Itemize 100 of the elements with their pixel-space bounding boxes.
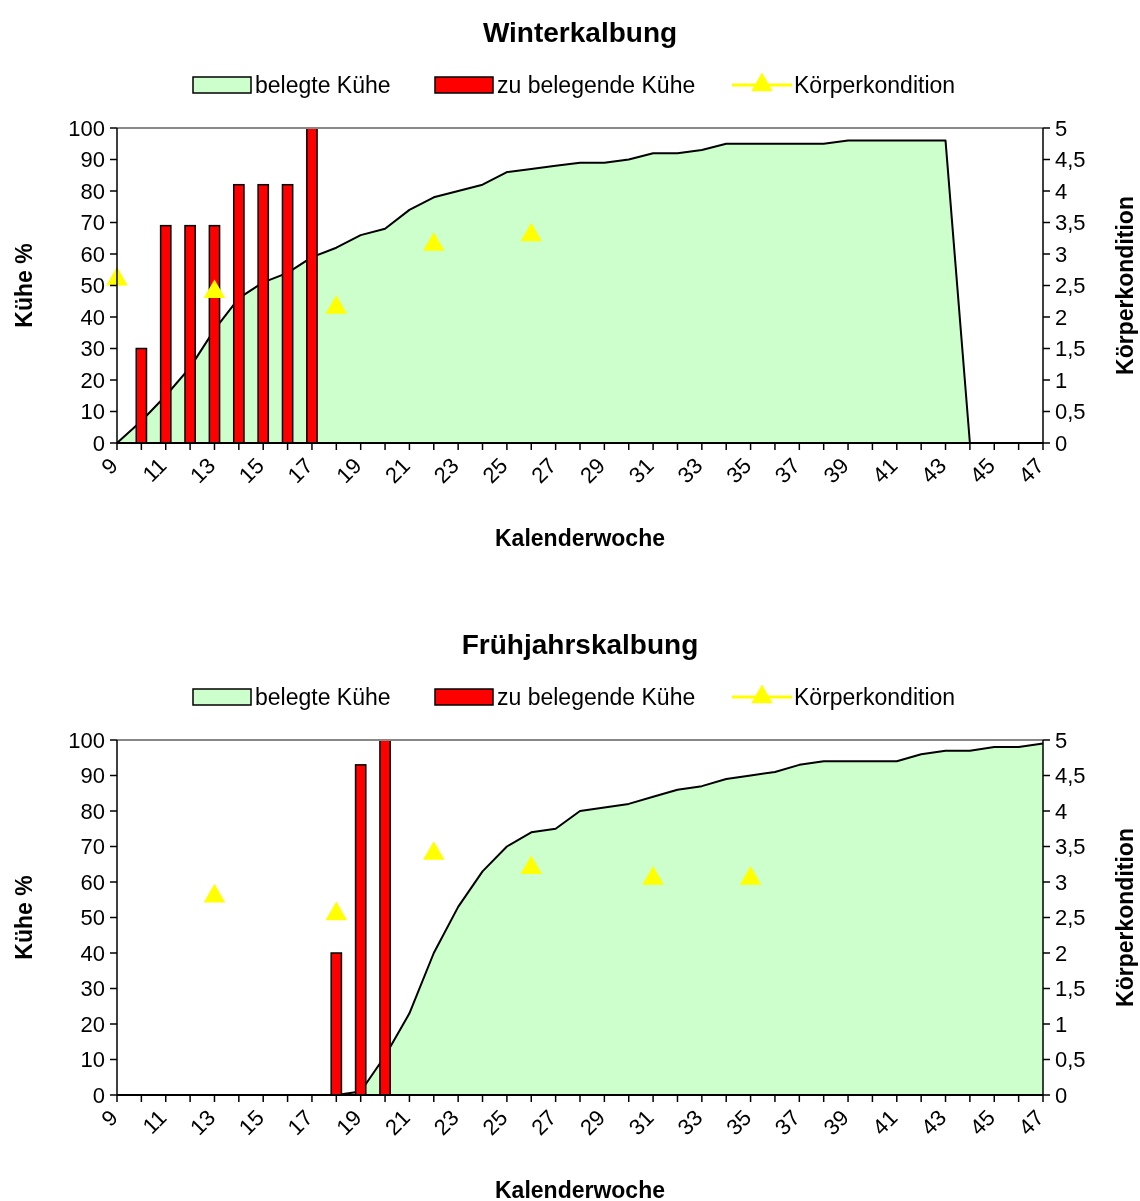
x-tick-label: 17 <box>282 452 318 488</box>
x-tick-label: 37 <box>769 452 805 488</box>
legend-label: belegte Kühe <box>255 684 391 710</box>
legend-label: belegte Kühe <box>255 72 391 98</box>
point <box>203 279 226 298</box>
x-tick-label: 43 <box>916 1104 952 1140</box>
y2-tick-label: 0,5 <box>1055 399 1086 424</box>
y-tick-label: 30 <box>80 336 105 361</box>
x-tick-label: 13 <box>185 1104 221 1140</box>
y-tick-label: 10 <box>80 399 105 424</box>
x-tick-label: 25 <box>477 1104 513 1140</box>
y2-tick-label: 2,5 <box>1055 905 1086 930</box>
x-tick-label: 27 <box>526 1104 562 1140</box>
x-tick-label: 19 <box>331 452 367 488</box>
x-tick-label: 19 <box>331 1104 367 1140</box>
x-tick-label: 41 <box>867 1104 903 1140</box>
y-tick-label: 80 <box>80 798 105 824</box>
x-tick-label: 15 <box>233 452 269 488</box>
y2-tick-label: 1,5 <box>1055 336 1086 361</box>
y-tick-label: 40 <box>80 304 105 330</box>
point <box>423 841 445 860</box>
point <box>203 883 226 903</box>
point <box>325 901 348 921</box>
x-tick-label: 45 <box>964 452 1000 488</box>
y2-axis-title: Körperkondition <box>1112 196 1138 375</box>
y-tick-label: 80 <box>80 178 105 204</box>
x-tick-label: 39 <box>818 452 854 488</box>
y-tick-label: 90 <box>80 147 105 172</box>
x-tick-label: 35 <box>721 1104 757 1140</box>
y-tick-label: 30 <box>80 976 105 1001</box>
y2-tick-label: 4 <box>1055 798 1068 824</box>
x-tick-label: 15 <box>233 1104 269 1140</box>
point <box>325 295 348 314</box>
x-tick-label: 13 <box>185 452 221 488</box>
y2-tick-label: 2 <box>1055 304 1068 330</box>
y2-tick-label: 5 <box>1055 115 1068 141</box>
y2-tick-label: 3 <box>1055 869 1068 895</box>
x-tick-label: 31 <box>623 452 659 488</box>
y2-tick-label: 3,5 <box>1055 834 1086 859</box>
x-tick-label: 27 <box>526 452 562 488</box>
x-tick-label: 17 <box>282 1104 318 1140</box>
point <box>520 855 543 874</box>
x-tick-label: 37 <box>769 1104 805 1140</box>
x-tick-label: 23 <box>428 452 464 488</box>
y-tick-label: 20 <box>80 1011 105 1037</box>
point <box>739 866 762 885</box>
y2-tick-label: 0 <box>1055 430 1068 456</box>
y2-tick-label: 0,5 <box>1055 1047 1086 1072</box>
x-axis-title: Kalenderwoche <box>495 525 665 551</box>
y2-tick-label: 1 <box>1055 367 1068 393</box>
x-tick-label: 29 <box>575 1104 611 1140</box>
x-tick-label: 21 <box>380 452 416 488</box>
y-tick-label: 60 <box>80 241 105 267</box>
x-tick-label: 33 <box>672 1104 708 1140</box>
y2-tick-label: 2,5 <box>1055 273 1086 298</box>
x-tick-label: 45 <box>964 1104 1000 1140</box>
y-tick-label: 90 <box>80 763 105 788</box>
y-tick-label: 70 <box>80 834 105 859</box>
chart-title: Winterkalbung <box>482 17 678 48</box>
point <box>423 232 445 251</box>
x-tick-label: 47 <box>1013 452 1049 488</box>
y2-axis-title: Körperkondition <box>1112 828 1138 1007</box>
y2-tick-label: 3 <box>1055 241 1068 267</box>
y2-tick-label: 4,5 <box>1055 763 1086 788</box>
x-tick-label: 39 <box>818 1104 854 1140</box>
y-tick-label: 60 <box>80 869 105 895</box>
y2-tick-label: 1,5 <box>1055 976 1086 1001</box>
y-tick-label: 40 <box>80 940 105 966</box>
y-axis-title: Kühe % <box>11 875 37 960</box>
x-axis-title: Kalenderwoche <box>495 1177 665 1201</box>
x-tick-label: 29 <box>575 452 611 488</box>
y2-tick-label: 3,5 <box>1055 210 1086 235</box>
y-tick-label: 10 <box>80 1047 105 1072</box>
point <box>642 866 664 885</box>
x-tick-label: 11 <box>137 452 172 487</box>
y2-tick-label: 0 <box>1055 1082 1068 1108</box>
legend-label: Körperkondition <box>794 72 956 98</box>
point <box>520 222 543 242</box>
x-tick-label: 11 <box>137 1104 172 1139</box>
legend-label: zu belegende Kühe <box>497 72 696 98</box>
y-tick-label: 50 <box>80 273 105 298</box>
x-tick-label: 43 <box>916 452 952 488</box>
y2-tick-label: 4 <box>1055 178 1068 204</box>
x-tick-label: 21 <box>380 1104 416 1140</box>
y-axis-title: Kühe % <box>11 243 37 328</box>
x-tick-label: 47 <box>1013 1104 1049 1140</box>
y-tick-label: 70 <box>80 210 105 235</box>
x-tick-label: 31 <box>623 1104 659 1140</box>
x-tick-label: 25 <box>477 452 513 488</box>
y-tick-label: 100 <box>68 727 105 753</box>
y-tick-label: 50 <box>80 905 105 930</box>
y-tick-label: 100 <box>68 115 105 141</box>
legend-label: zu belegende Kühe <box>497 684 696 710</box>
x-tick-label: 23 <box>428 1104 464 1140</box>
x-tick-label: 41 <box>867 452 903 488</box>
y2-tick-label: 4,5 <box>1055 147 1086 172</box>
y-tick-label: 20 <box>80 367 105 393</box>
legend-label: Körperkondition <box>794 684 956 710</box>
chart-title: Frühjahrskalbung <box>461 629 699 660</box>
y2-tick-label: 5 <box>1055 727 1068 753</box>
